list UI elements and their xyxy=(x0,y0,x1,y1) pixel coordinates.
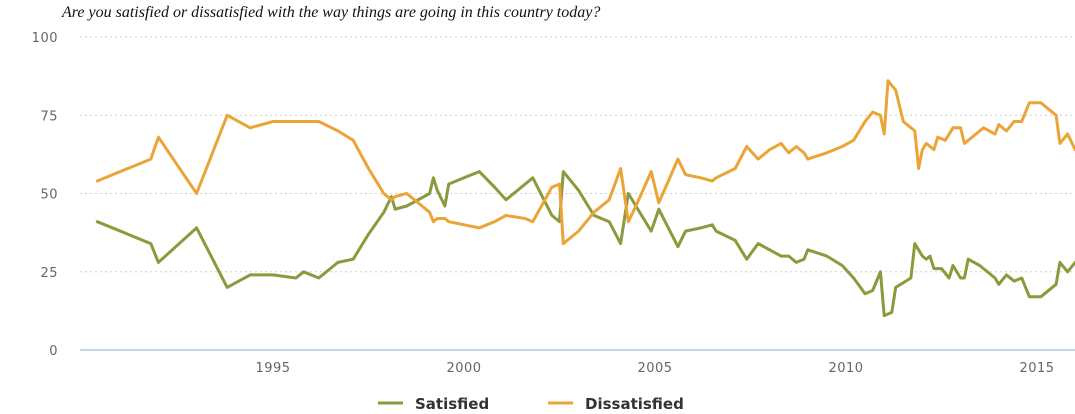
legend: Satisfied Dissatisfied xyxy=(378,395,684,413)
axis-labels: 0 25 50 75 100 1995 2000 2005 2010 2015 xyxy=(32,31,1054,376)
x-tick-label: 2010 xyxy=(828,361,863,376)
chart-title: Are you satisfied or dissatisfied with t… xyxy=(62,4,601,21)
y-tick-label: 25 xyxy=(40,266,58,281)
y-tick-label: 75 xyxy=(40,109,58,124)
series-line-dissatisfied xyxy=(95,79,1075,246)
y-tick-label: 50 xyxy=(40,188,58,203)
x-tick-label: 2000 xyxy=(446,361,481,376)
data-series xyxy=(95,79,1075,318)
x-tick-label: 2005 xyxy=(637,361,672,376)
gridlines xyxy=(80,36,1075,351)
y-tick-label: 0 xyxy=(49,344,58,359)
legend-label-dissatisfied: Dissatisfied xyxy=(585,395,684,413)
legend-label-satisfied: Satisfied xyxy=(415,395,489,413)
x-tick-label: 1995 xyxy=(255,361,290,376)
series-line-satisfied xyxy=(95,170,1075,318)
y-tick-label: 100 xyxy=(32,31,58,46)
x-tick-label: 2015 xyxy=(1019,361,1054,376)
